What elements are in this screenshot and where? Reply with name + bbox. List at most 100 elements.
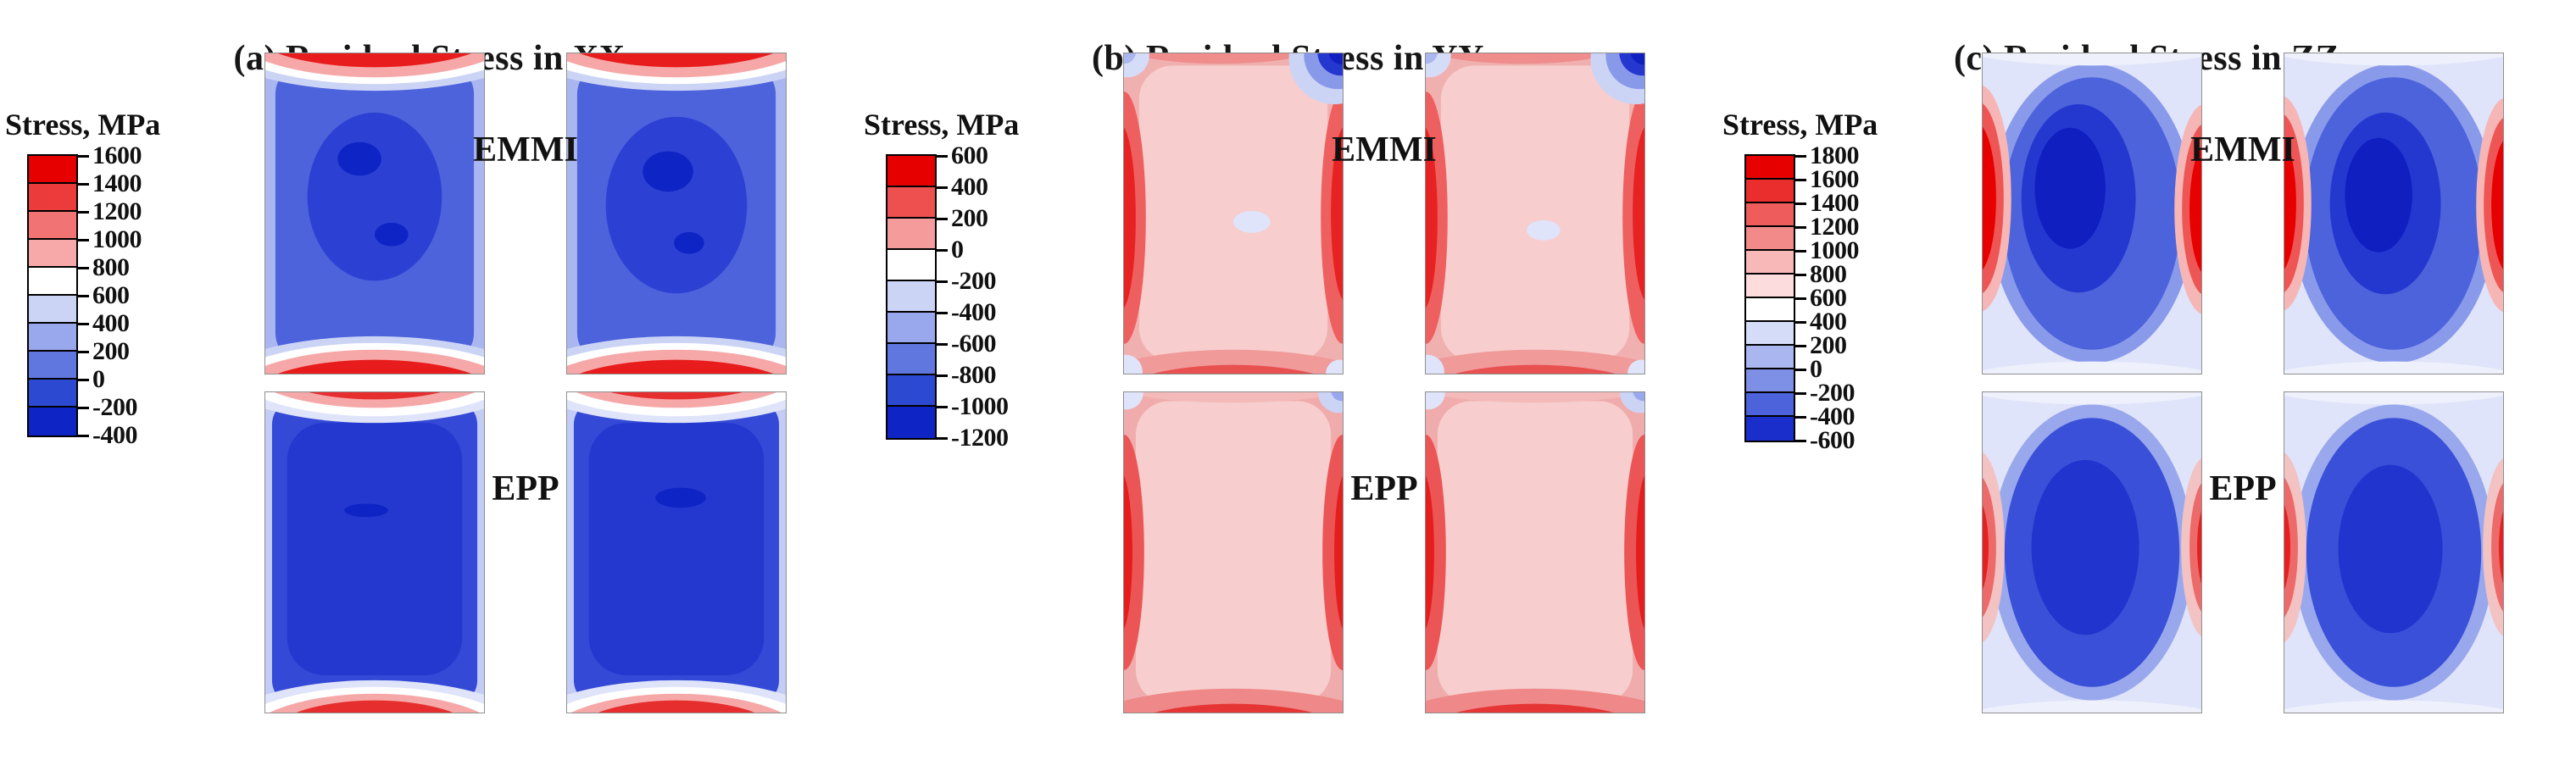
row-label-epp: EPP (2209, 469, 2277, 509)
colorbar-tick: 400 (78, 309, 130, 338)
row-gap: EMMI (473, 53, 578, 374)
tick-mark (937, 280, 948, 283)
panel-c-legend: Stress, MPa 1800 1600 1400 1200 1000 800 600 40… (1722, 107, 1914, 454)
colorbar-tick-label: -400 (951, 298, 997, 326)
tick-mark (1795, 249, 1806, 252)
colorbar-segment (887, 250, 935, 281)
colorbar-segment (29, 324, 76, 352)
row-label-emmi: EMMI (1332, 130, 1437, 170)
colorbar-segment (887, 187, 935, 219)
contour-plot-c-emmi-left (1982, 53, 2202, 374)
colorbar-tick-label: 1400 (1810, 189, 1860, 217)
colorbar-ticks: 1800 1600 1400 1200 1000 800 600 400 200 0 -200 -40… (1795, 141, 1914, 454)
colorbar-tick-label: 400 (92, 309, 130, 337)
contour-plot-a-emmi-left (264, 53, 485, 374)
colorbar-segment (29, 184, 76, 212)
colorbar-scale (27, 154, 78, 437)
tick-mark (78, 294, 89, 297)
colorbar-segment (1746, 227, 1794, 251)
colorbar-segment (29, 296, 76, 324)
colorbar-tick-label: 600 (951, 141, 988, 169)
colorbar-segment (1746, 346, 1794, 369)
row-gap: EMMI (2190, 53, 2295, 374)
colorbar-tick: 1600 (1795, 165, 1860, 194)
colorbar-tick: -400 (78, 421, 138, 450)
tick-mark (1795, 415, 1806, 419)
colorbar-segment (887, 344, 935, 375)
colorbar-tick: 1000 (78, 225, 142, 254)
colorbar-tick-label: 1600 (1810, 165, 1860, 193)
colorbar-tick: -400 (937, 298, 997, 327)
tick-mark (1795, 297, 1806, 300)
plot-row-emmi: EMMI (1123, 53, 1645, 374)
tick-mark (1795, 320, 1806, 324)
colorbar-segment (1746, 203, 1794, 227)
contour-plot-b-emmi-left (1123, 53, 1344, 374)
tick-mark (937, 248, 948, 252)
tick-mark (78, 266, 89, 269)
contour-plot-a-epp-left (264, 391, 485, 713)
colorbar-tick: 0 (78, 365, 105, 394)
plot-row-emmi: EMMI (1982, 53, 2504, 374)
tick-mark (78, 434, 89, 437)
colorbar-tick: 1200 (78, 197, 142, 226)
colorbar-tick-label: 0 (951, 236, 964, 264)
row-gap: EPP (485, 391, 566, 713)
colorbar-ticks: 1600 1400 1200 1000 800 600 400 200 0 -200 -400 (78, 141, 197, 449)
plot-row-emmi: EMMI (264, 53, 787, 374)
colorbar-tick-label: 800 (92, 253, 130, 281)
tick-mark (1795, 391, 1806, 395)
colorbar-segment (1746, 251, 1794, 275)
panel-b: (b) Residual Stress in YY Stress, MPa 60… (859, 0, 1717, 760)
colorbar-title: Stress, MPa (5, 108, 161, 141)
plot-row-epp: EPP (1123, 391, 1645, 713)
colorbar-segment (1746, 393, 1794, 417)
tick-mark (78, 238, 89, 241)
colorbar-tick-label: 1000 (92, 225, 142, 253)
row-label-epp: EPP (492, 469, 559, 509)
colorbar-tick: 1400 (78, 169, 142, 198)
colorbar-tick: 400 (937, 173, 988, 202)
contour-plot-b-epp-left (1123, 391, 1344, 713)
contour-plot-c-epp-right (2284, 391, 2504, 713)
colorbar-tick: 1000 (1795, 236, 1860, 265)
colorbar-segment (887, 219, 935, 250)
colorbar-segment (887, 156, 935, 187)
colorbar-segment (29, 240, 76, 268)
colorbar-tick: -200 (78, 393, 138, 422)
colorbar-tick-label: 200 (1810, 331, 1847, 359)
colorbar-tick: 1800 (1795, 141, 1860, 170)
panel-a-plots: EMMI (264, 53, 787, 713)
colorbar-tick: 600 (937, 141, 988, 170)
colorbar-tick: -200 (1795, 379, 1855, 408)
row-gap: EPP (1344, 391, 1425, 713)
colorbar-ticks: 600 400 200 0 -200 -400 -600 -800 -1000 -1200 (937, 141, 1055, 452)
row-label-emmi: EMMI (473, 130, 578, 170)
panel-c-plots: EMMI (1982, 53, 2504, 713)
colorbar-title: Stress, MPa (1722, 108, 1878, 141)
colorbar: 1800 1600 1400 1200 1000 800 600 400 200 0 -200 -40… (1744, 141, 1914, 454)
colorbar-tick-label: 1800 (1810, 141, 1860, 169)
colorbar-segment (29, 380, 76, 408)
colorbar-tick-label: -1200 (951, 424, 1009, 452)
contour-plot-c-emmi-right (2284, 53, 2504, 374)
colorbar-tick: 200 (78, 337, 130, 366)
colorbar: 600 400 200 0 -200 -400 -600 -800 -1000 -1200 (886, 141, 1055, 452)
colorbar-tick-label: -400 (1810, 402, 1855, 430)
colorbar-tick-label: -800 (951, 361, 997, 389)
colorbar-tick-label: -200 (1810, 379, 1855, 407)
colorbar-tick-label: 1400 (92, 169, 142, 197)
colorbar-tick: 1400 (1795, 189, 1860, 218)
tick-mark (937, 436, 948, 440)
colorbar-tick-label: -400 (92, 421, 138, 449)
colorbar-segment (887, 313, 935, 344)
tick-mark (937, 186, 948, 189)
tick-mark (78, 154, 89, 158)
tick-mark (937, 217, 948, 220)
colorbar-tick: -200 (937, 267, 997, 296)
colorbar-tick-label: 400 (951, 173, 988, 201)
tick-mark (937, 374, 948, 377)
colorbar-tick: 600 (1795, 284, 1847, 313)
row-gap: EPP (2202, 391, 2284, 713)
colorbar-segment (1746, 417, 1794, 441)
